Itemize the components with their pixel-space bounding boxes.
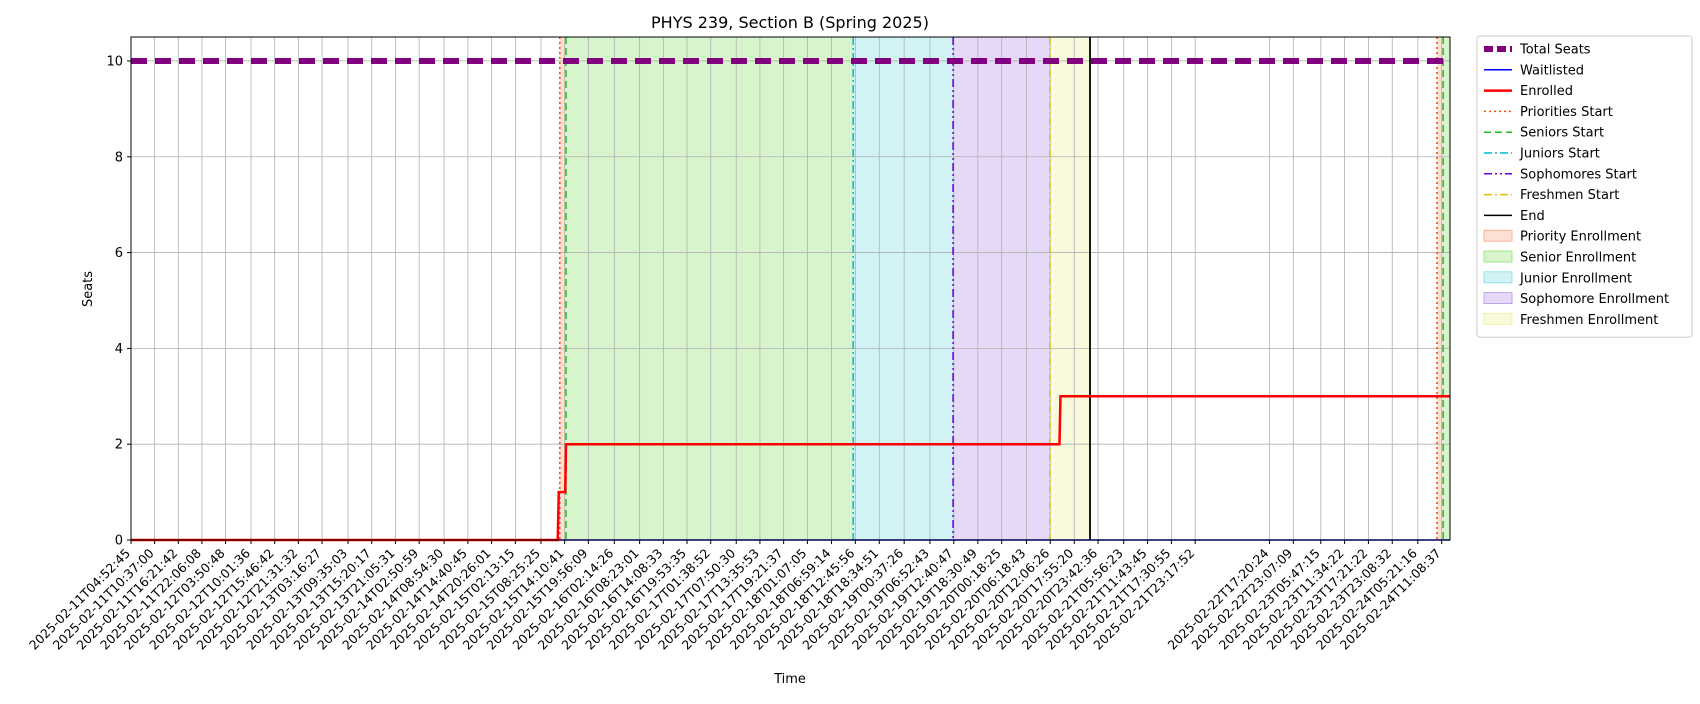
y-axis-label: Seats: [81, 271, 96, 307]
x-axis-ticks: 2025-02-11T04:52:452025-02-11T10:37:0020…: [26, 540, 1444, 653]
legend-label: Seniors Start: [1520, 126, 1604, 141]
legend-swatch-patch: [1483, 292, 1513, 305]
y-tick-label: 2: [115, 438, 123, 453]
y-tick-label: 4: [115, 342, 123, 357]
span-region: [1049, 37, 1091, 540]
legend-label: Total Seats: [1519, 43, 1591, 58]
legend-swatch-patch: [1483, 229, 1513, 242]
span-region: [565, 37, 854, 540]
legend-label: Freshmen Start: [1520, 188, 1619, 203]
series-line: [131, 395, 1450, 542]
legend-label: Sophomore Enrollment: [1520, 292, 1669, 307]
legend-box: [1476, 35, 1693, 338]
legend-label: Enrolled: [1520, 84, 1573, 99]
legend-label: End: [1520, 209, 1545, 224]
span-region: [1443, 37, 1450, 540]
x-axis-label: Time: [773, 672, 806, 687]
y-axis-ticks: 0 2 4 6 8 10: [106, 54, 131, 549]
grid-layer: [130, 37, 1450, 541]
legend-label: Priority Enrollment: [1520, 230, 1641, 245]
plot-frame: [130, 36, 1451, 541]
spans-layer: [559, 37, 1450, 540]
span-region: [853, 37, 954, 540]
y-tick-label: 8: [115, 150, 123, 165]
legend-label: Waitlisted: [1520, 63, 1584, 78]
legend-swatch-patch: [1483, 312, 1513, 325]
legend-label: Sophomores Start: [1520, 167, 1637, 182]
chart-title: PHYS 239, Section B (Spring 2025): [651, 13, 929, 32]
legend-label: Priorities Start: [1520, 105, 1613, 120]
span-region: [559, 37, 566, 540]
y-tick-label: 10: [106, 54, 123, 69]
legend-label: Senior Enrollment: [1520, 251, 1636, 266]
legend-label: Juniors Start: [1519, 147, 1600, 162]
span-region: [1436, 37, 1444, 540]
legend-swatch-patch: [1483, 271, 1513, 284]
legend-label: Junior Enrollment: [1519, 271, 1632, 286]
y-tick-label: 0: [115, 534, 123, 549]
legend-swatch-patch: [1483, 250, 1513, 263]
legend-label: Freshmen Enrollment: [1520, 313, 1658, 328]
legend: Total Seats Waitlisted Enrolled Priorities …: [1476, 35, 1693, 338]
y-tick-label: 6: [115, 246, 123, 261]
